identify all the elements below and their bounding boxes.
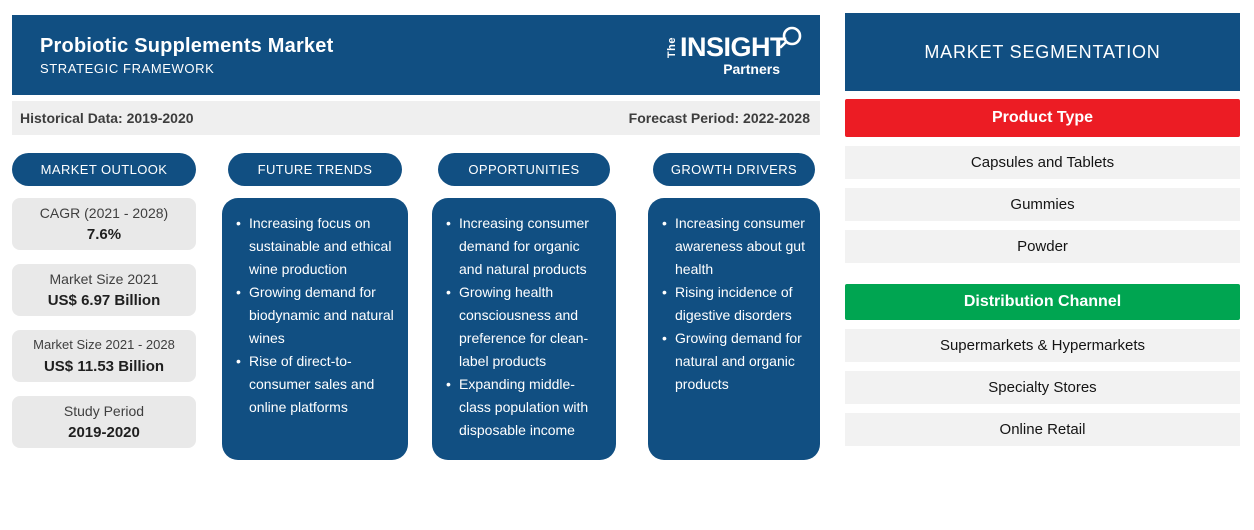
market-segmentation-panel: MARKET SEGMENTATION Product Type Capsule…: [845, 13, 1240, 446]
period-band: Historical Data: 2019-2020 Forecast Peri…: [12, 101, 820, 135]
opportunities-list: Increasing consumer demand for organic a…: [446, 212, 604, 442]
logo-insight-text: INSIGHT: [679, 32, 787, 62]
framework-panel: Probiotic Supplements Market STRATEGIC F…: [12, 15, 820, 462]
historical-data-label: Historical Data: 2019-2020: [20, 110, 194, 126]
stat-study-period: Study Period 2019-2020: [12, 396, 196, 448]
market-outlook-column: MARKET OUTLOOK CAGR (2021 - 2028) 7.6% M…: [12, 153, 196, 462]
list-item: Growing demand for natural and organic p…: [662, 327, 808, 396]
growth-drivers-card: Increasing consumer awareness about gut …: [648, 198, 820, 460]
logo-the-text: The: [665, 37, 678, 59]
future-trends-column: FUTURE TRENDS Increasing focus on sustai…: [222, 153, 408, 462]
market-segmentation-title: MARKET SEGMENTATION: [845, 13, 1240, 91]
market-outlook-header: MARKET OUTLOOK: [12, 153, 196, 186]
title-banner: Probiotic Supplements Market STRATEGIC F…: [12, 15, 820, 95]
stat-label: Market Size 2021: [49, 270, 159, 287]
segment-item: Capsules and Tablets: [845, 146, 1240, 179]
growth-drivers-header: GROWTH DRIVERS: [653, 153, 815, 186]
framework-columns: MARKET OUTLOOK CAGR (2021 - 2028) 7.6% M…: [12, 153, 820, 462]
logo-text-column: INSIGHT Partners: [679, 32, 787, 77]
list-item: Growing health consciousness and prefere…: [446, 281, 604, 373]
stat-market-size-2021-2028: Market Size 2021 - 2028 US$ 11.53 Billio…: [12, 330, 196, 382]
list-item: Rise of direct-to-consumer sales and onl…: [236, 350, 396, 419]
title-block: Probiotic Supplements Market STRATEGIC F…: [40, 35, 333, 76]
page-title: Probiotic Supplements Market: [40, 34, 334, 57]
list-item: Increasing consumer awareness about gut …: [662, 212, 808, 281]
stat-value: US$ 11.53 Billion: [43, 357, 165, 375]
segment-item: Online Retail: [845, 413, 1240, 446]
future-trends-header: FUTURE TRENDS: [227, 153, 403, 186]
stat-label: Study Period: [63, 402, 145, 419]
segment-item: Powder: [845, 230, 1240, 263]
segment-item: Gummies: [845, 188, 1240, 221]
forecast-period-label: Forecast Period: 2022-2028: [628, 110, 810, 126]
growth-drivers-column: GROWTH DRIVERS Increasing consumer aware…: [648, 153, 820, 462]
list-item: Rising incidence of digestive disorders: [662, 281, 808, 327]
future-trends-card: Increasing focus on sustainable and ethi…: [222, 198, 408, 460]
logo-partners-text: Partners: [723, 61, 780, 77]
stat-value: 7.6%: [86, 226, 122, 244]
list-item: Growing demand for biodynamic and natura…: [236, 281, 396, 350]
insight-partners-logo: The INSIGHT Partners: [665, 26, 802, 77]
segment-item: Supermarkets & Hypermarkets: [845, 329, 1240, 362]
future-trends-list: Increasing focus on sustainable and ethi…: [236, 212, 396, 419]
stat-cagr: CAGR (2021 - 2028) 7.6%: [12, 198, 196, 250]
list-item: Expanding middle-class population with d…: [446, 373, 604, 442]
stat-value: US$ 6.97 Billion: [47, 292, 161, 310]
magnifier-icon: [779, 26, 802, 49]
distribution-channel-header: Distribution Channel: [845, 284, 1240, 320]
growth-drivers-list: Increasing consumer awareness about gut …: [662, 212, 808, 396]
stat-label: CAGR (2021 - 2028): [39, 204, 169, 221]
list-item: Increasing consumer demand for organic a…: [446, 212, 604, 281]
segment-item: Specialty Stores: [845, 371, 1240, 404]
opportunities-card: Increasing consumer demand for organic a…: [432, 198, 616, 460]
opportunities-column: OPPORTUNITIES Increasing consumer demand…: [432, 153, 616, 462]
opportunities-header: OPPORTUNITIES: [437, 153, 611, 186]
page-subtitle: STRATEGIC FRAMEWORK: [40, 60, 215, 76]
list-item: Increasing focus on sustainable and ethi…: [236, 212, 396, 281]
product-type-header: Product Type: [845, 99, 1240, 137]
stat-label: Market Size 2021 - 2028: [33, 337, 175, 353]
stat-market-size-2021: Market Size 2021 US$ 6.97 Billion: [12, 264, 196, 316]
stat-value: 2019-2020: [68, 424, 140, 442]
